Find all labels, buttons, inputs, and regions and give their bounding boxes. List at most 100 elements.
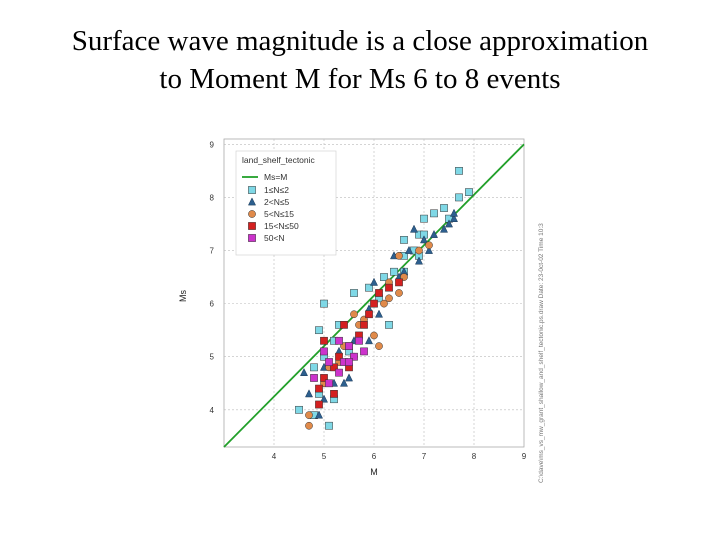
y-tick-label: 4	[210, 406, 215, 415]
data-point-series-4	[360, 321, 368, 329]
data-point-series-1	[350, 289, 358, 297]
data-point-series-2	[364, 336, 374, 345]
data-point-series-1	[455, 193, 463, 202]
data-point-series-2	[369, 277, 379, 286]
legend-label-series-4: 15<N≤50	[264, 221, 299, 231]
data-point-series-3	[425, 241, 433, 250]
data-point-series-3	[380, 299, 388, 308]
data-point-series-5	[310, 374, 318, 382]
data-points	[295, 167, 473, 430]
legend-label-series-1: 1≤N≤2	[264, 185, 289, 195]
data-point-series-2	[449, 213, 459, 223]
x-tick-label: 4	[272, 452, 277, 461]
legend-swatch-series-3	[248, 210, 256, 218]
data-point-series-5	[325, 358, 333, 366]
axis-ticks: 4 5 6 7 8 9 4 5 6 7 8 9	[210, 140, 527, 461]
data-point-series-3	[375, 342, 383, 350]
data-point-series-2	[414, 256, 424, 265]
data-point-series-1	[320, 299, 328, 308]
legend: land_shelf_tectonic Ms=M 1≤N≤2 2<N≤5 5<N≤15…	[235, 150, 337, 256]
data-point-series-4	[320, 374, 328, 382]
file-path-note: C:\dave\ms_vs_mw_grant_shallow_and_shelf…	[538, 223, 545, 483]
y-axis-label: Ms	[178, 290, 188, 302]
x-tick-label: 8	[472, 452, 477, 461]
data-point-series-3	[395, 289, 403, 297]
data-point-series-2	[439, 224, 449, 233]
slide-title-line-1: Surface wave magnitude is a close approx…	[71, 25, 649, 57]
data-point-series-4	[315, 400, 323, 409]
data-point-series-4	[375, 289, 383, 297]
data-point-series-4	[315, 384, 323, 393]
legend-swatch-series-4	[248, 222, 256, 230]
data-point-series-3	[305, 411, 313, 419]
y-tick-label: 9	[210, 140, 215, 149]
x-tick-label: 7	[422, 452, 427, 461]
data-point-series-2	[419, 235, 429, 244]
data-point-series-2	[304, 389, 314, 398]
data-point-series-4	[320, 336, 328, 345]
data-point-series-4	[370, 299, 378, 308]
data-point-series-5	[345, 358, 353, 366]
data-point-series-2	[374, 309, 384, 318]
x-tick-label: 5	[322, 452, 327, 461]
data-point-series-1	[400, 236, 408, 244]
x-tick-label: 9	[522, 452, 527, 461]
slide-title-line-2: to Moment M for Ms 6 to 8 events	[159, 63, 561, 95]
data-point-series-2	[344, 373, 354, 382]
data-point-series-2	[449, 208, 459, 217]
data-point-series-1	[465, 188, 473, 196]
y-tick-label: 8	[210, 193, 215, 202]
data-point-series-5	[350, 352, 358, 361]
data-point-series-1	[390, 267, 398, 276]
y-tick-label: 5	[210, 353, 215, 362]
y-tick-label: 7	[210, 247, 215, 256]
data-point-series-1	[295, 405, 303, 414]
legend-label-reference-line: Ms=M	[264, 172, 287, 182]
data-point-series-5	[335, 336, 343, 345]
data-point-series-5	[325, 379, 333, 388]
data-point-series-5	[335, 368, 343, 377]
y-tick-label: 6	[210, 300, 215, 309]
data-point-series-5	[320, 347, 328, 356]
reference-line-ms-equals-m	[223, 143, 525, 448]
data-point-series-1	[310, 363, 318, 372]
data-point-series-2	[339, 378, 349, 387]
slide-title: Surface wave magnitude is a close approx…	[0, 22, 720, 98]
data-point-series-2	[409, 224, 419, 233]
data-point-series-3	[350, 310, 358, 319]
data-point-series-1	[420, 214, 428, 223]
data-point-series-3	[415, 246, 423, 255]
data-point-series-2	[429, 229, 439, 238]
data-point-series-2	[424, 245, 434, 254]
x-axis-label: M	[370, 467, 378, 477]
data-point-series-1	[440, 204, 448, 212]
legend-swatch-series-5	[248, 234, 256, 242]
data-point-series-4	[385, 283, 393, 292]
data-point-series-5	[355, 336, 363, 345]
data-point-series-4	[330, 390, 338, 398]
data-point-series-5	[345, 342, 353, 350]
data-point-series-2	[299, 367, 309, 377]
data-point-series-4	[340, 321, 348, 329]
data-point-series-4	[335, 352, 343, 361]
data-point-series-1	[325, 421, 333, 430]
legend-swatch-series-2	[247, 197, 257, 206]
data-point-series-4	[395, 278, 403, 287]
data-point-series-1	[430, 209, 438, 218]
data-point-series-2	[319, 394, 329, 403]
legend-label-series-5: 50<N	[264, 233, 285, 243]
data-point-series-5	[360, 347, 368, 356]
data-point-series-2	[314, 410, 324, 419]
data-point-series-1	[365, 283, 373, 292]
data-point-series-1	[380, 273, 388, 281]
legend-label-series-3: 5<N≤15	[264, 209, 294, 219]
data-point-series-3	[370, 331, 378, 340]
data-point-series-3	[385, 294, 393, 303]
data-point-series-1	[385, 321, 393, 329]
data-point-series-4	[330, 363, 338, 372]
x-tick-label: 6	[372, 452, 377, 461]
data-point-series-4	[365, 310, 373, 319]
data-point-series-1	[455, 167, 463, 175]
data-point-series-2	[444, 219, 454, 228]
